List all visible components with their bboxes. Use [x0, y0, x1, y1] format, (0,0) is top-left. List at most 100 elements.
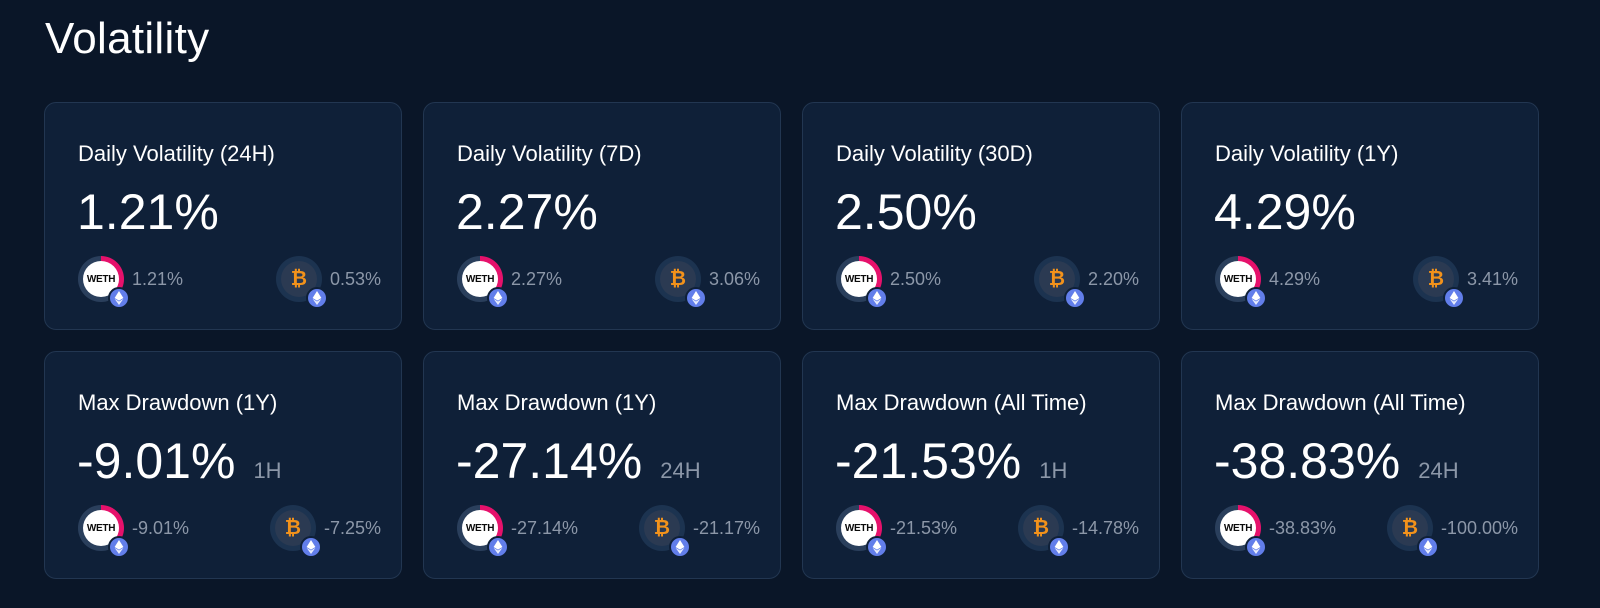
- wbtc-token-icon: ₿: [1017, 505, 1070, 558]
- metric-window: 1H: [253, 458, 282, 483]
- metric-card: Max Drawdown (All Time) -38.83% 24H WETH…: [1181, 351, 1539, 579]
- metric-window: 1H: [1039, 458, 1068, 483]
- asset-wbtc: ₿ -7.25%: [269, 505, 381, 558]
- ethereum-icon: [684, 287, 707, 309]
- ethereum-icon: [866, 536, 888, 558]
- metric-card: Max Drawdown (1Y) -27.14% 24H WETH -27.1…: [423, 351, 781, 579]
- ethereum-icon: [108, 287, 130, 309]
- ethereum-icon: [305, 287, 328, 309]
- metric-label: Daily Volatility (7D): [457, 141, 642, 166]
- metric-value: 2.27%: [456, 184, 598, 240]
- bitcoin-icon: ₿: [643, 510, 680, 546]
- wbtc-metric-value: 3.06%: [708, 268, 760, 289]
- metric-value: -9.01%: [77, 433, 236, 489]
- weth-token-icon: WETH: [836, 256, 888, 309]
- weth-token-icon: WETH: [457, 256, 509, 309]
- metric-value: -21.53%: [835, 433, 1022, 489]
- metric-card: Max Drawdown (All Time) -21.53% 1H WETH …: [802, 351, 1160, 579]
- asset-weth: WETH 2.27%: [457, 256, 563, 309]
- asset-breakdown: WETH -38.83% ₿ -100.00%: [1215, 500, 1518, 558]
- asset-wbtc: ₿ 0.53%: [275, 256, 381, 309]
- asset-weth: WETH -9.01%: [78, 505, 190, 558]
- asset-weth: WETH 4.29%: [1215, 256, 1321, 309]
- metric-value-row: 2.50%: [835, 183, 995, 241]
- weth-token-icon: WETH: [1215, 256, 1267, 309]
- weth-token-icon: WETH: [1215, 505, 1267, 558]
- asset-weth: WETH -38.83%: [1215, 505, 1337, 558]
- asset-breakdown: WETH -27.14% ₿ -21.17%: [457, 500, 760, 558]
- weth-metric-value: -21.53%: [890, 517, 958, 538]
- weth-metric-value: 2.50%: [890, 268, 942, 289]
- ethereum-icon: [1416, 536, 1439, 558]
- asset-wbtc: ₿ 3.41%: [1412, 256, 1518, 309]
- metric-card: Daily Volatility (1Y) 4.29% WETH 4.29%: [1181, 102, 1539, 330]
- weth-metric-value: -9.01%: [132, 517, 190, 538]
- wbtc-token-icon: ₿: [269, 505, 322, 558]
- asset-breakdown: WETH -9.01% ₿ -7.25%: [78, 500, 381, 558]
- ethereum-icon: [1047, 536, 1070, 558]
- metric-value-row: 4.29%: [1214, 183, 1374, 241]
- metric-value: 1.21%: [77, 184, 219, 240]
- weth-metric-value: 4.29%: [1269, 268, 1321, 289]
- asset-weth: WETH -21.53%: [836, 505, 958, 558]
- ethereum-icon: [1245, 536, 1267, 558]
- asset-breakdown: WETH 2.50% ₿ 2.20%: [836, 251, 1139, 309]
- asset-weth: WETH 1.21%: [78, 256, 184, 309]
- asset-wbtc: ₿ -14.78%: [1017, 505, 1139, 558]
- ethereum-icon: [866, 287, 888, 309]
- asset-weth: WETH 2.50%: [836, 256, 942, 309]
- metric-value-row: 1.21%: [77, 183, 237, 241]
- metric-value-row: -21.53% 1H: [835, 432, 1067, 490]
- weth-metric-value: 2.27%: [511, 268, 563, 289]
- metric-card: Daily Volatility (7D) 2.27% WETH 2.27%: [423, 102, 781, 330]
- ethereum-icon: [1063, 287, 1086, 309]
- metric-window: 24H: [660, 458, 701, 483]
- metric-label: Daily Volatility (1Y): [1215, 141, 1399, 166]
- wbtc-token-icon: ₿: [1033, 256, 1086, 309]
- wbtc-token-icon: ₿: [1412, 256, 1465, 309]
- metric-window: 24H: [1418, 458, 1459, 483]
- asset-wbtc: ₿ -100.00%: [1386, 505, 1518, 558]
- wbtc-metric-value: 0.53%: [329, 268, 381, 289]
- ethereum-icon: [299, 536, 322, 558]
- weth-metric-value: 1.21%: [132, 268, 184, 289]
- wbtc-metric-value: -7.25%: [323, 517, 381, 538]
- metric-card: Daily Volatility (24H) 1.21% WETH 1.21%: [44, 102, 402, 330]
- wbtc-metric-value: -100.00%: [1440, 517, 1518, 538]
- asset-breakdown: WETH 1.21% ₿ 0.53%: [78, 251, 381, 309]
- asset-weth: WETH -27.14%: [457, 505, 579, 558]
- metric-value: 4.29%: [1214, 184, 1356, 240]
- wbtc-metric-value: 2.20%: [1087, 268, 1139, 289]
- metric-value-row: 2.27%: [456, 183, 616, 241]
- metric-label: Max Drawdown (1Y): [457, 390, 657, 415]
- ethereum-icon: [1245, 287, 1267, 309]
- wbtc-token-icon: ₿: [275, 256, 328, 309]
- asset-wbtc: ₿ 2.20%: [1033, 256, 1139, 309]
- asset-breakdown: WETH 2.27% ₿ 3.06%: [457, 251, 760, 309]
- metric-label: Daily Volatility (24H): [78, 141, 275, 166]
- metric-label: Max Drawdown (1Y): [78, 390, 278, 415]
- page-title: Volatility: [45, 14, 210, 63]
- wbtc-metric-value: -21.17%: [692, 517, 760, 538]
- metric-value-row: -38.83% 24H: [1214, 432, 1459, 490]
- metric-label: Max Drawdown (All Time): [1215, 390, 1466, 415]
- weth-metric-value: -38.83%: [1269, 517, 1337, 538]
- asset-wbtc: ₿ -21.17%: [638, 505, 760, 558]
- weth-token-icon: WETH: [457, 505, 509, 558]
- weth-metric-value: -27.14%: [511, 517, 579, 538]
- metric-card: Max Drawdown (1Y) -9.01% 1H WETH -9.01%: [44, 351, 402, 579]
- asset-breakdown: WETH 4.29% ₿ 3.41%: [1215, 251, 1518, 309]
- metric-label: Max Drawdown (All Time): [836, 390, 1087, 415]
- weth-token-icon: WETH: [78, 256, 130, 309]
- metric-card: Daily Volatility (30D) 2.50% WETH 2.50%: [802, 102, 1160, 330]
- wbtc-metric-value: -14.78%: [1071, 517, 1139, 538]
- wbtc-token-icon: ₿: [1386, 505, 1439, 558]
- metric-value-row: -9.01% 1H: [77, 432, 282, 490]
- metric-value-row: -27.14% 24H: [456, 432, 701, 490]
- weth-token-icon: WETH: [836, 505, 888, 558]
- asset-breakdown: WETH -21.53% ₿ -14.78%: [836, 500, 1139, 558]
- ethereum-icon: [1442, 287, 1465, 309]
- wbtc-token-icon: ₿: [638, 505, 691, 558]
- metric-value: -27.14%: [456, 433, 643, 489]
- weth-token-icon: WETH: [78, 505, 130, 558]
